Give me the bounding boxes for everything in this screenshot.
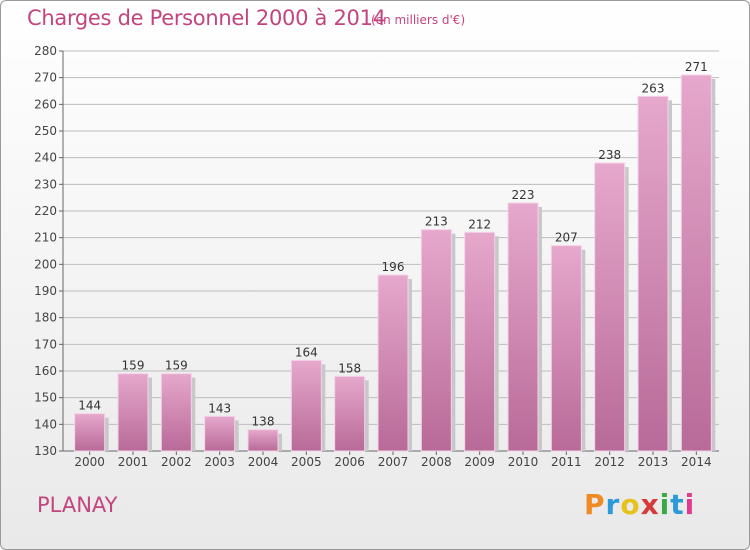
x-tick-label: 2008: [421, 455, 452, 469]
x-tick-label: 2004: [248, 455, 279, 469]
x-tick-label: 2009: [464, 455, 495, 469]
bar: [637, 95, 669, 452]
place-name: PLANAY: [37, 493, 118, 517]
y-tick-label: 130: [34, 444, 57, 458]
y-tick-label: 280: [34, 44, 57, 58]
bar: [464, 231, 496, 452]
bar: [377, 274, 409, 452]
logo-letter: i: [684, 488, 696, 521]
bar: [74, 413, 106, 452]
proxiti-logo: Proxiti: [584, 488, 695, 521]
value-label: 158: [338, 361, 361, 375]
x-tick-label: 2003: [204, 455, 235, 469]
value-label: 143: [208, 401, 231, 415]
x-tick-label: 2005: [291, 455, 322, 469]
x-tick-label: 2007: [378, 455, 409, 469]
bar: [420, 229, 452, 452]
bar: [160, 373, 192, 452]
x-tick-label: 2002: [161, 455, 192, 469]
bar: [334, 375, 366, 452]
value-label: 159: [165, 359, 188, 373]
bar: [204, 415, 236, 452]
value-label: 196: [382, 260, 405, 274]
x-tick-label: 2006: [334, 455, 365, 469]
y-tick-label: 180: [34, 311, 57, 325]
value-label: 159: [122, 359, 145, 373]
value-label: 207: [555, 231, 578, 245]
y-tick-label: 160: [34, 364, 57, 378]
unit-note: (en milliers d'€): [371, 13, 466, 27]
value-label: 263: [642, 81, 665, 95]
y-tick-label: 170: [34, 337, 57, 351]
bar: [290, 359, 322, 452]
y-tick-label: 260: [34, 97, 57, 111]
x-tick-label: 2013: [638, 455, 669, 469]
y-tick-label: 190: [34, 284, 57, 298]
bar: [594, 162, 626, 452]
bar: [680, 74, 712, 452]
bar: [247, 429, 279, 452]
x-tick-label: 2000: [74, 455, 105, 469]
y-tick-label: 270: [34, 71, 57, 85]
bar: [550, 245, 582, 452]
y-tick-label: 140: [34, 417, 57, 431]
bar: [507, 202, 539, 452]
value-label: 271: [685, 60, 708, 74]
y-tick-label: 200: [34, 257, 57, 271]
y-tick-label: 210: [34, 231, 57, 245]
y-tick-label: 230: [34, 177, 57, 191]
logo-letter: i: [659, 488, 671, 521]
x-tick-label: 2014: [681, 455, 712, 469]
x-tick-label: 2011: [551, 455, 582, 469]
logo-letter: x: [640, 488, 660, 521]
y-tick-label: 250: [34, 124, 57, 138]
x-tick-label: 2012: [594, 455, 625, 469]
logo-letter: P: [584, 488, 606, 521]
value-label: 144: [78, 399, 101, 413]
bar: [117, 373, 149, 452]
logo-letter: o: [620, 488, 641, 521]
y-tick-label: 150: [34, 391, 57, 405]
value-label: 238: [598, 148, 621, 162]
y-tick-label: 240: [34, 151, 57, 165]
value-label: 138: [252, 415, 275, 429]
value-label: 212: [468, 217, 491, 231]
value-label: 213: [425, 215, 448, 229]
value-label: 164: [295, 345, 318, 359]
logo-letter: r: [605, 488, 621, 521]
value-label: 223: [512, 188, 535, 202]
chart-title: Charges de Personnel 2000 à 2014: [27, 6, 386, 30]
logo-letter: t: [670, 488, 685, 521]
y-tick-label: 220: [34, 204, 57, 218]
x-tick-label: 2010: [508, 455, 539, 469]
x-tick-label: 2001: [118, 455, 149, 469]
